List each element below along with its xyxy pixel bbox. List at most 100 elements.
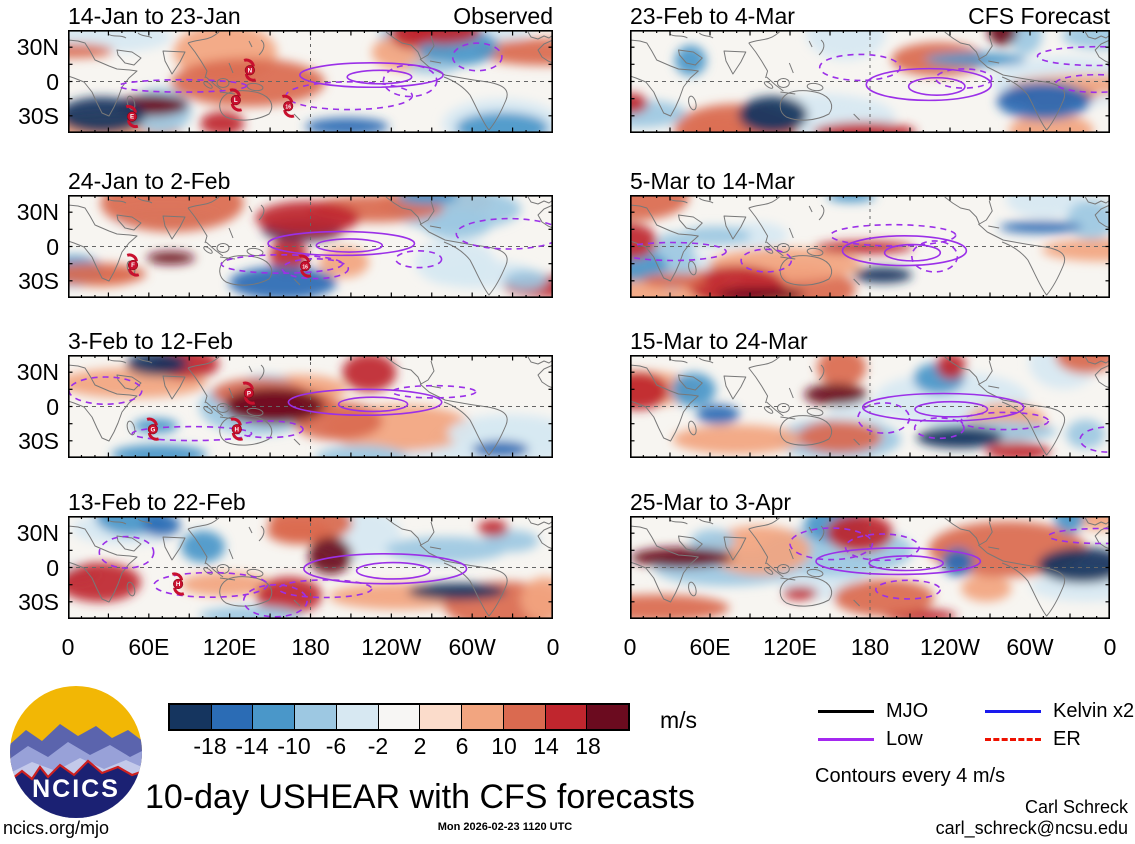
low-contour-dashed (153, 571, 269, 599)
anomaly-blob (305, 117, 389, 133)
lon-tick-label: 120E (202, 634, 257, 660)
anomaly-blob (421, 209, 492, 240)
coastline-path (162, 375, 186, 400)
panel-date-range: 25-Mar to 3-Apr (630, 489, 792, 515)
anomaly-blob (716, 287, 806, 298)
coastlines (630, 517, 1110, 617)
coastline-path (162, 536, 186, 561)
coastline-path (385, 517, 435, 546)
panel-date-range: 14-Jan to 23-Jan (68, 3, 241, 29)
coastline-path (853, 438, 860, 446)
colorbar-cell (170, 705, 212, 729)
anomaly-blob (996, 82, 1091, 120)
coastline-path (107, 357, 153, 364)
contours-note: Contours every 4 m/s (815, 765, 1006, 787)
colorbar-tick-label: -2 (367, 733, 389, 759)
lat-label: 30N (16, 520, 59, 547)
lon-tick-label: 60E (128, 634, 170, 660)
anomaly-shading (630, 30, 1110, 133)
coastline-path (68, 39, 138, 117)
colorbar-cell (211, 705, 254, 729)
wave-contours (98, 535, 468, 618)
coastline-path (748, 356, 825, 381)
island-outline (216, 403, 230, 413)
cyclone-arm (243, 58, 255, 67)
cyclone-arm (283, 109, 295, 118)
anomaly-blob (812, 122, 917, 133)
anomaly-blob (826, 516, 894, 553)
low-contour-solid (337, 396, 409, 413)
coastlines (68, 31, 553, 131)
coastline-path (187, 528, 236, 581)
anomaly-blob (1066, 419, 1106, 449)
colorbar-tick-label: -6 (325, 733, 347, 759)
coastline-path (944, 517, 993, 546)
legend-line-sample (818, 709, 874, 713)
anomaly-blob (828, 401, 889, 424)
coastline-path (527, 196, 553, 205)
island-outline (688, 581, 697, 597)
low-contour-dashed (789, 527, 874, 561)
coastline-path (162, 215, 186, 240)
cyclone-marker: L (229, 88, 243, 112)
coastline-path (748, 42, 796, 95)
colorbar-tick-label: 10 (491, 733, 517, 759)
panel-header: 25-Mar to 3-Apr (630, 488, 1110, 515)
coastline-path (429, 225, 442, 229)
x-axis-left: 0 60E 120E 180 120W 60W 0 (62, 634, 560, 662)
low-contour-solid (861, 392, 1025, 422)
lon-tick-label: 120W (361, 634, 422, 660)
colorbar-labels: -18 -14 -10 -6 -2 2 6 10 14 18 (168, 733, 630, 759)
island-outline (776, 403, 790, 413)
timestamp: Mon 2026-02-23 1120 UTC (437, 821, 573, 833)
anomaly-shading (68, 355, 553, 458)
anomaly-blob (342, 355, 397, 392)
panel-header: 23-Feb to 4-Mar CFS Forecast (630, 2, 1110, 29)
anomaly-blob (999, 221, 1083, 234)
coastline-path (293, 278, 301, 286)
coastline-path (748, 196, 825, 221)
colorbar-cell (336, 705, 379, 729)
coastlines (630, 31, 1110, 131)
colorbar-cell (420, 705, 463, 729)
map-canvas: P G H (68, 355, 553, 458)
anomaly-blob (315, 444, 408, 458)
legend-label: MJO (886, 699, 929, 722)
coastline-path (419, 58, 508, 131)
low-contour-solid (287, 388, 443, 417)
coastline-path (293, 599, 301, 607)
map-canvas: F 16 (68, 195, 553, 298)
coastline-path (1084, 356, 1110, 365)
coastline-path (116, 374, 142, 391)
map-frame (68, 516, 553, 619)
cyclone-body (126, 111, 138, 122)
cyclone-label: 16 (285, 104, 291, 110)
map-panel-fcst-4: 25-Mar to 3-Apr (630, 489, 1110, 619)
coastline-path (944, 31, 993, 60)
coastline-path (978, 383, 1066, 456)
island-outline (763, 81, 774, 89)
anomaly-blob (407, 583, 507, 601)
anomaly-blob (1038, 547, 1110, 583)
anomaly-blob (268, 516, 353, 543)
lat-label: 30N (16, 199, 59, 226)
anomaly-blob (1055, 355, 1110, 374)
low-contour-solid (868, 555, 944, 572)
coastline-path (944, 196, 993, 225)
anomaly-blob (642, 273, 708, 289)
low-contour-dashed (1036, 45, 1110, 67)
coastline-path (723, 536, 747, 561)
map-canvas (630, 30, 1110, 133)
cyclone-body (127, 259, 139, 271)
anomaly-blob (1041, 238, 1110, 262)
coastline-path (630, 39, 699, 117)
low-contour-dashed (98, 535, 155, 569)
map-panel-fcst-3: 15-Mar to 24-Mar (630, 328, 1110, 458)
lat-label: 0 (46, 233, 59, 260)
cyclone-label: H (235, 426, 240, 433)
coastline-path (944, 356, 993, 385)
cyclone-body (173, 578, 184, 590)
anomaly-shading (630, 516, 1110, 619)
anomaly-blob (806, 30, 887, 61)
panel-header: 14-Jan to 23-Jan Observed (68, 2, 553, 29)
